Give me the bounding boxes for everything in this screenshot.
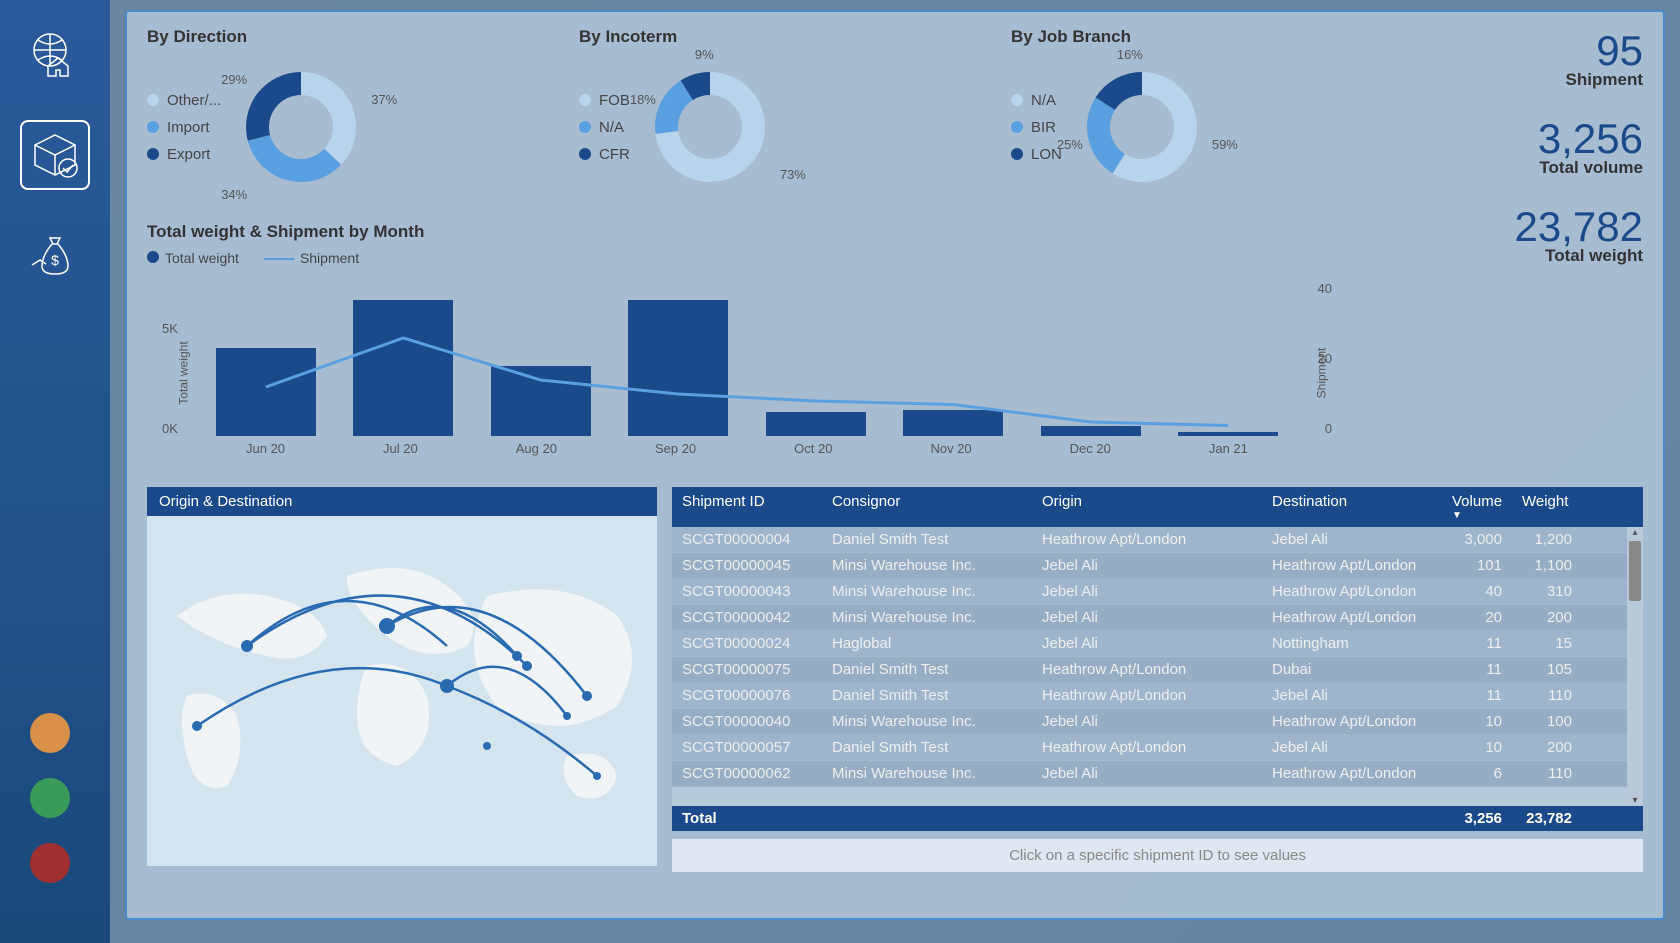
combo-chart-legend: Total weight Shipment bbox=[147, 250, 1643, 266]
table-row[interactable]: SCGT00000042Minsi Warehouse Inc.Jebel Al… bbox=[672, 605, 1627, 631]
legend-item[interactable]: FOB bbox=[579, 92, 630, 109]
package-check-icon[interactable] bbox=[20, 120, 90, 190]
donut-slice-label: 37% bbox=[371, 92, 397, 107]
shipment-table: Shipment IDConsignorOriginDestinationVol… bbox=[672, 487, 1643, 872]
donut-slice-label: 73% bbox=[780, 167, 806, 182]
y-left-label: Total weight bbox=[177, 341, 191, 404]
dashboard-main: By Direction Other/... Import Export 37% 34… bbox=[125, 10, 1665, 920]
table-hint: Click on a specific shipment ID to see v… bbox=[672, 839, 1643, 872]
legend-item[interactable]: Other/... bbox=[147, 92, 221, 109]
table-row[interactable]: SCGT00000024HaglobalJebel AliNottingham1… bbox=[672, 631, 1627, 657]
table-col-origin[interactable]: Origin bbox=[1032, 487, 1262, 527]
table-row[interactable]: SCGT00000040Minsi Warehouse Inc.Jebel Al… bbox=[672, 709, 1627, 735]
bar[interactable] bbox=[353, 300, 453, 436]
y-tick-left: 5K bbox=[162, 321, 178, 336]
legend-item[interactable]: BIR bbox=[1011, 119, 1062, 136]
donut-direction-title: By Direction bbox=[147, 27, 559, 47]
combo-chart[interactable]: Total weight & Shipment by Month Total w… bbox=[147, 222, 1643, 472]
table-col-id[interactable]: Shipment ID bbox=[672, 487, 822, 527]
x-label: Oct 20 bbox=[794, 441, 832, 456]
globe-home-icon[interactable] bbox=[20, 20, 90, 90]
table-row[interactable]: SCGT00000004Daniel Smith TestHeathrow Ap… bbox=[672, 527, 1627, 553]
y-tick-right: 40 bbox=[1318, 281, 1332, 296]
legend-item[interactable]: CFR bbox=[579, 146, 630, 163]
combo-chart-title: Total weight & Shipment by Month bbox=[147, 222, 1643, 242]
kpi-column: 95 Shipment 3,256 Total volume 23,782 To… bbox=[1443, 27, 1643, 212]
donut-direction[interactable]: By Direction Other/... Import Export 37% 34… bbox=[147, 27, 559, 212]
table-row[interactable]: SCGT00000076Daniel Smith TestHeathrow Ap… bbox=[672, 683, 1627, 709]
money-bag-icon[interactable]: $ bbox=[20, 220, 90, 290]
y-tick-right: 0 bbox=[1325, 421, 1332, 436]
table-body[interactable]: SCGT00000004Daniel Smith TestHeathrow Ap… bbox=[672, 527, 1627, 806]
table-col-vol[interactable]: Volume▼ bbox=[1442, 487, 1512, 527]
legend-item[interactable]: LON bbox=[1011, 146, 1062, 163]
donut-incoterm-title: By Incoterm bbox=[579, 27, 991, 47]
color-dot-red[interactable] bbox=[30, 843, 70, 883]
table-row[interactable]: SCGT00000062Minsi Warehouse Inc.Jebel Al… bbox=[672, 761, 1627, 787]
donut-slice-label: 18% bbox=[630, 92, 656, 107]
color-dot-green[interactable] bbox=[30, 778, 70, 818]
donut-slice-label: 16% bbox=[1117, 47, 1143, 62]
donut-slice-label: 34% bbox=[221, 187, 247, 202]
sidebar: $ bbox=[0, 0, 110, 943]
kpi-volume-value: 3,256 bbox=[1538, 115, 1643, 163]
y-tick-left: 0K bbox=[162, 421, 178, 436]
table-header: Shipment IDConsignorOriginDestinationVol… bbox=[672, 487, 1643, 527]
donut-slice-label: 9% bbox=[695, 47, 714, 62]
x-label: Dec 20 bbox=[1070, 441, 1111, 456]
legend-bar-label: Total weight bbox=[165, 250, 239, 266]
bar[interactable] bbox=[216, 348, 316, 436]
table-col-wt[interactable]: Weight bbox=[1512, 487, 1582, 527]
x-label: Jan 21 bbox=[1209, 441, 1248, 456]
donut-slice-label: 59% bbox=[1212, 137, 1238, 152]
map-title: Origin & Destination bbox=[147, 487, 657, 516]
bar[interactable] bbox=[1041, 426, 1141, 436]
bar[interactable] bbox=[903, 410, 1003, 436]
kpi-volume: 3,256 Total volume bbox=[1538, 115, 1643, 178]
donut-slice-label: 25% bbox=[1057, 137, 1083, 152]
kpi-volume-label: Total volume bbox=[1538, 158, 1643, 178]
bar[interactable] bbox=[766, 412, 866, 436]
x-label: Jul 20 bbox=[383, 441, 418, 456]
table-row[interactable]: SCGT00000045Minsi Warehouse Inc.Jebel Al… bbox=[672, 553, 1627, 579]
table-col-consignor[interactable]: Consignor bbox=[822, 487, 1032, 527]
kpi-shipment: 95 Shipment bbox=[1566, 27, 1643, 90]
legend-item[interactable]: Import bbox=[147, 119, 221, 136]
table-row[interactable]: SCGT00000057Daniel Smith TestHeathrow Ap… bbox=[672, 735, 1627, 761]
table-col-dest[interactable]: Destination bbox=[1262, 487, 1442, 527]
y-tick-right: 20 bbox=[1318, 351, 1332, 366]
legend-line-label: Shipment bbox=[300, 250, 359, 266]
theme-color-dots bbox=[30, 713, 70, 883]
table-footer: Total3,25623,782 bbox=[672, 806, 1643, 831]
table-scrollbar[interactable]: ▴ ▾ bbox=[1627, 527, 1643, 806]
donut-incoterm[interactable]: By Incoterm FOB N/A CFR 73% 18% 9% bbox=[579, 27, 991, 212]
donut-jobbranch[interactable]: By Job Branch N/A BIR LON 59% 25% 16% bbox=[1011, 27, 1423, 212]
x-label: Jun 20 bbox=[246, 441, 285, 456]
kpi-shipment-label: Shipment bbox=[1566, 70, 1643, 90]
svg-text:$: $ bbox=[51, 252, 59, 268]
x-label: Aug 20 bbox=[516, 441, 557, 456]
bar[interactable] bbox=[1178, 432, 1278, 436]
donut-jobbranch-title: By Job Branch bbox=[1011, 27, 1423, 47]
kpi-shipment-value: 95 bbox=[1566, 27, 1643, 75]
legend-item[interactable]: N/A bbox=[1011, 92, 1062, 109]
table-row[interactable]: SCGT00000043Minsi Warehouse Inc.Jebel Al… bbox=[672, 579, 1627, 605]
color-dot-orange[interactable] bbox=[30, 713, 70, 753]
legend-item[interactable]: Export bbox=[147, 146, 221, 163]
donut-slice-label: 29% bbox=[221, 72, 247, 87]
map-section[interactable]: Origin & Destination bbox=[147, 487, 657, 872]
x-label: Sep 20 bbox=[655, 441, 696, 456]
map-area[interactable] bbox=[147, 516, 657, 866]
bar[interactable] bbox=[628, 300, 728, 436]
x-label: Nov 20 bbox=[930, 441, 971, 456]
bar[interactable] bbox=[491, 366, 591, 436]
table-row[interactable]: SCGT00000075Daniel Smith TestHeathrow Ap… bbox=[672, 657, 1627, 683]
legend-item[interactable]: N/A bbox=[579, 119, 630, 136]
